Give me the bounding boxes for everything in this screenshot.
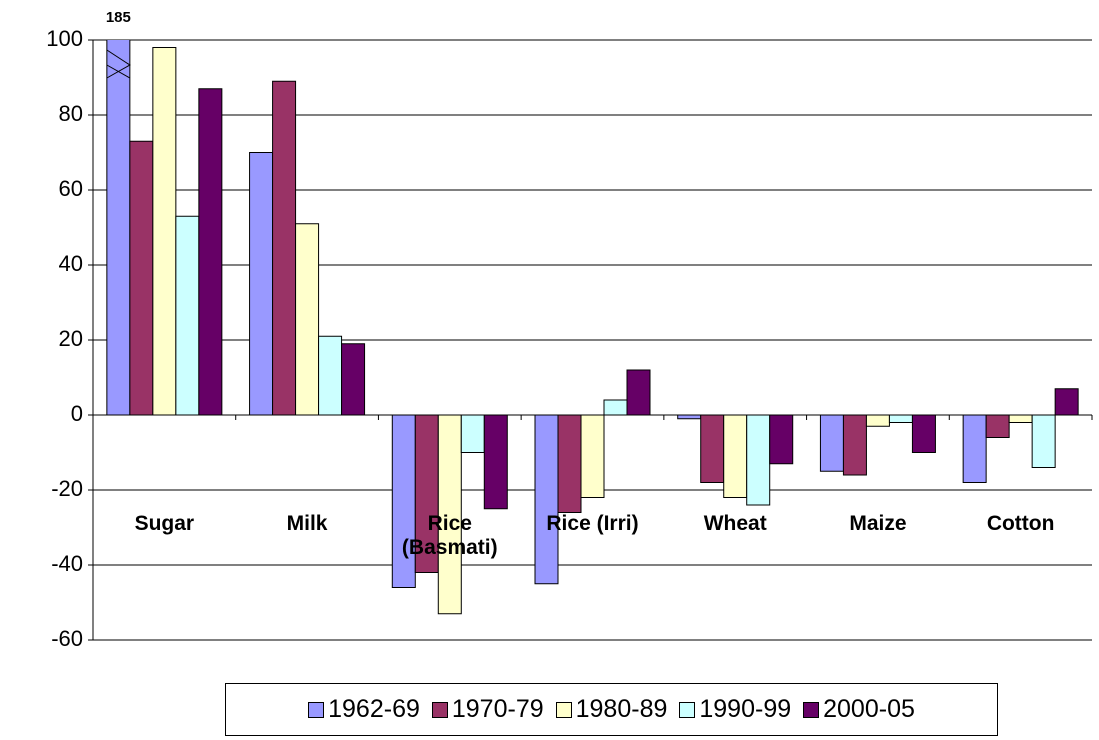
bar [460,414,485,453]
bar [1054,388,1079,416]
legend-item: 1970-79 [431,695,544,724]
x-tick-label: Wheat [703,511,767,535]
y-tick-label: 0 [71,401,83,426]
bar [865,414,890,427]
x-tick-label: Sugar [134,511,195,535]
x-tick-label: Cotton [986,511,1055,535]
legend-swatch [803,701,820,718]
bar [580,414,605,498]
bars [106,40,1079,615]
bar [677,414,702,420]
legend-item: 1980-89 [555,695,668,724]
bar [1008,414,1033,423]
bar [700,414,725,483]
x-tick-label: Milk [286,511,328,535]
bar [626,369,651,416]
legend-label: 1980-89 [575,695,668,723]
legend-label: 1962-69 [328,695,420,723]
y-tick-label: 80 [59,101,83,126]
value-label: 185 [106,9,131,26]
x-tick-label: Rice (Basmati) [401,511,498,559]
y-tick-label: -60 [51,626,83,651]
legend-item: 1990-99 [679,695,791,724]
bar [249,152,274,416]
legend-label: 2000-05 [823,695,915,723]
bar [911,414,936,453]
bar [819,414,844,472]
legend-swatch [679,701,696,718]
bar [318,335,343,416]
bar [534,414,559,585]
bar [198,88,223,416]
bar [341,343,366,416]
legend-label: 1990-99 [699,695,792,723]
bar [603,399,628,416]
legend-item: 2000-05 [803,695,915,724]
bar [295,223,320,416]
x-tick-label: Rice (Irri) [546,511,639,535]
bar [746,414,771,506]
bar [391,414,416,588]
bar [985,414,1010,438]
break-mark [106,49,131,79]
y-tick-label: 100 [46,26,83,51]
legend-swatch [431,701,448,718]
x-tick-label: Maize [849,511,907,535]
legend-swatch [308,701,325,718]
bar [483,414,508,510]
y-tick-label: -20 [51,476,83,501]
legend-item: 1962-69 [308,695,420,724]
y-tick-label: -40 [51,551,83,576]
y-tick-label: 60 [59,176,83,201]
legend-swatch [555,701,572,718]
bar [842,414,867,476]
bar [769,414,794,465]
bar [723,414,748,498]
bar [1031,414,1056,468]
bar [152,47,177,416]
bar [962,414,987,483]
legend: 1962-69 1970-79 1980-89 1990-99 2000-05 [225,683,998,736]
y-tick-label: 20 [59,326,83,351]
bar [106,40,131,416]
legend-label: 1970-79 [451,695,544,723]
bar [557,414,582,513]
bar [437,414,462,615]
bar [272,80,297,416]
bar [888,414,913,423]
bar [129,140,154,416]
y-tick-label: 40 [59,251,83,276]
bar [175,215,200,416]
